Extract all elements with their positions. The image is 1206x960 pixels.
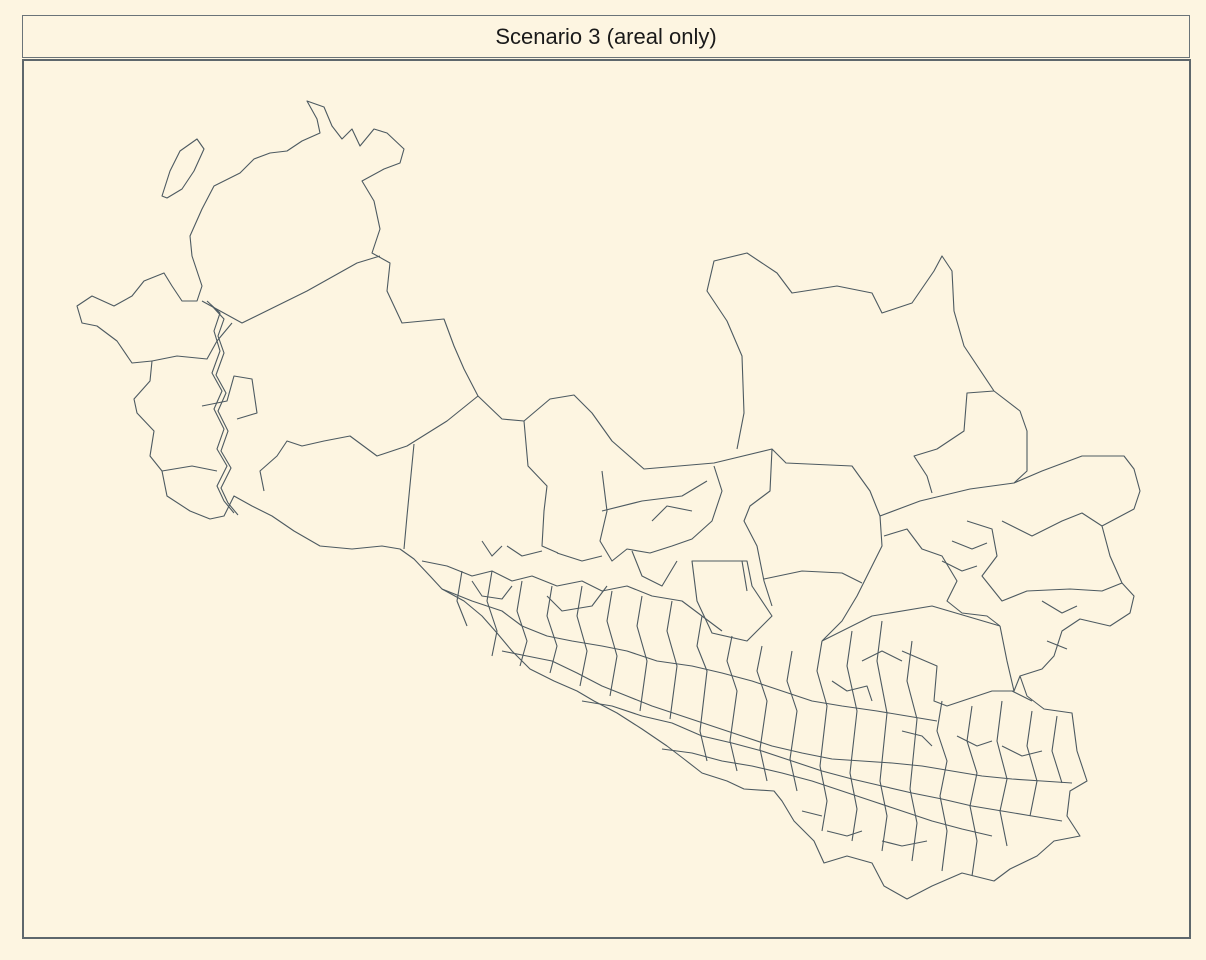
panel-strip: Scenario 3 (areal only)	[22, 15, 1190, 58]
region-boundary	[821, 515, 883, 642]
region-boundary	[76, 100, 1141, 900]
region-boundary	[901, 650, 1014, 707]
region-boundary	[441, 588, 938, 722]
region-boundary	[883, 528, 1001, 627]
region-boundary	[421, 560, 723, 632]
region-boundary	[966, 520, 1123, 602]
lake	[161, 138, 205, 199]
region-boundary	[501, 650, 1073, 784]
region-boundary	[999, 625, 1021, 692]
region-boundary	[201, 255, 381, 324]
region-boundary	[259, 395, 479, 492]
region-boundary	[161, 465, 218, 472]
region-boundary	[1001, 512, 1103, 537]
boundary-map	[76, 100, 1141, 900]
panel-title: Scenario 3 (areal only)	[495, 23, 717, 49]
region-boundary	[201, 375, 258, 420]
region-boundary	[151, 322, 233, 362]
region-boundary	[599, 465, 723, 562]
region-boundary	[763, 570, 863, 584]
river-bank	[211, 305, 239, 516]
river	[206, 300, 235, 514]
region-boundary	[581, 700, 1063, 822]
region-boundary	[523, 420, 559, 554]
region-boundary	[661, 748, 993, 837]
region-boundary	[743, 448, 773, 607]
region-boundary	[821, 605, 1001, 642]
region-boundary	[913, 390, 995, 494]
region-boundary	[993, 390, 1028, 484]
region-boundary	[691, 560, 773, 642]
region-boundary	[706, 252, 995, 450]
municipal-boundaries	[456, 480, 1078, 877]
map-panel	[22, 59, 1191, 939]
region-boundary	[403, 443, 415, 550]
